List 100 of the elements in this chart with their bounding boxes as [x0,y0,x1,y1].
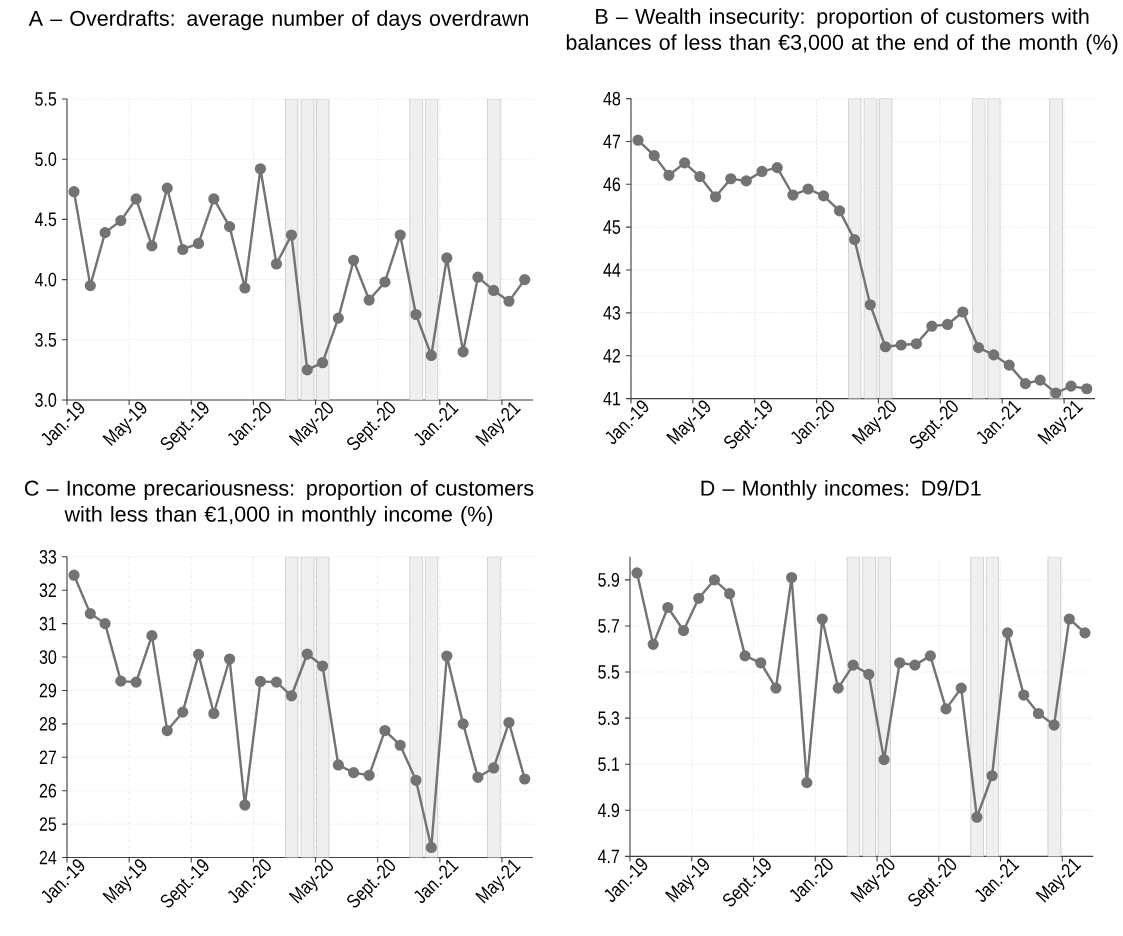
y-tick-label: 43 [603,305,621,320]
point [316,357,329,369]
point [833,205,846,217]
y-tick-label: 5.3 [598,711,620,726]
point [316,660,329,672]
point [223,653,236,665]
point [379,276,391,288]
point [254,675,267,688]
point [756,165,768,178]
point [332,759,344,771]
point [115,675,127,687]
y-tick-label: 28 [39,716,57,731]
point [631,567,643,579]
point [519,273,531,286]
chart-title: C – Income precariousness: proportion of customers with less than €1,000 in monthly income (%) [25,480,534,527]
point [519,773,531,785]
point [223,221,236,233]
point [84,608,96,620]
point [708,574,721,586]
point [1079,627,1091,639]
point [924,650,936,662]
y-tick-label: 5.5 [35,92,57,106]
point [441,252,453,264]
point [130,676,142,688]
point [770,682,782,694]
y-tick-label: 25 [39,817,57,831]
y-tick-label: 31 [39,616,57,631]
point [301,648,313,660]
y-tick-label: 45 [603,220,621,234]
point [1081,383,1093,395]
point [99,227,111,239]
point [1032,707,1045,720]
point [115,215,127,227]
y-tick-label: 5.0 [35,152,57,167]
point [208,193,220,205]
point [254,163,267,175]
point [363,294,375,306]
point [709,191,722,203]
point [957,306,969,318]
point [68,569,80,581]
point [693,592,705,604]
point [410,308,422,321]
point [177,243,189,256]
point [941,318,954,331]
point [1050,387,1062,399]
point [301,364,313,376]
point [988,349,1000,361]
point [1048,719,1060,731]
point [662,601,674,614]
chart-title: D – Monthly incomes: D9/D1 [701,480,981,501]
point [818,190,830,202]
point [802,183,814,195]
point [441,650,453,662]
point [177,706,189,718]
point [739,650,751,662]
point [270,676,283,688]
y-tick-label: 26 [39,783,57,798]
y-tick-label: 47 [603,134,621,149]
y-tick-label: 27 [39,750,56,765]
y-tick-label: 44 [603,263,621,277]
point [161,724,173,737]
point [363,769,375,781]
point [863,668,875,680]
point [955,682,967,694]
y-tick-label: 30 [39,650,57,664]
point [879,341,892,353]
y-tick-label: 5.9 [598,572,620,587]
point [239,799,251,811]
point [457,718,469,730]
point [285,690,298,702]
y-tick-label: 48 [603,91,621,106]
y-tick-label: 4.5 [34,212,57,227]
point [755,657,767,669]
y-tick-label: 4.9 [597,803,620,818]
point [848,234,861,246]
point [740,175,752,187]
point [725,173,737,185]
point [332,312,344,324]
point [1018,689,1030,701]
point [972,341,985,354]
point [647,638,659,650]
y-tick-label: 46 [603,177,621,192]
point [1003,359,1015,371]
point [425,841,437,854]
point [1034,374,1046,386]
point [99,618,111,630]
y-tick-label: 32 [39,583,56,598]
point [394,739,406,751]
point [787,189,799,201]
point [348,254,360,266]
point [663,169,675,181]
point [771,162,783,174]
y-tick-label: 5.5 [598,665,620,679]
point [270,258,283,270]
point [677,624,690,637]
point [488,762,500,774]
y-tick-label: 4.0 [34,272,57,287]
point [146,630,158,642]
point [192,237,205,250]
point [694,170,706,183]
